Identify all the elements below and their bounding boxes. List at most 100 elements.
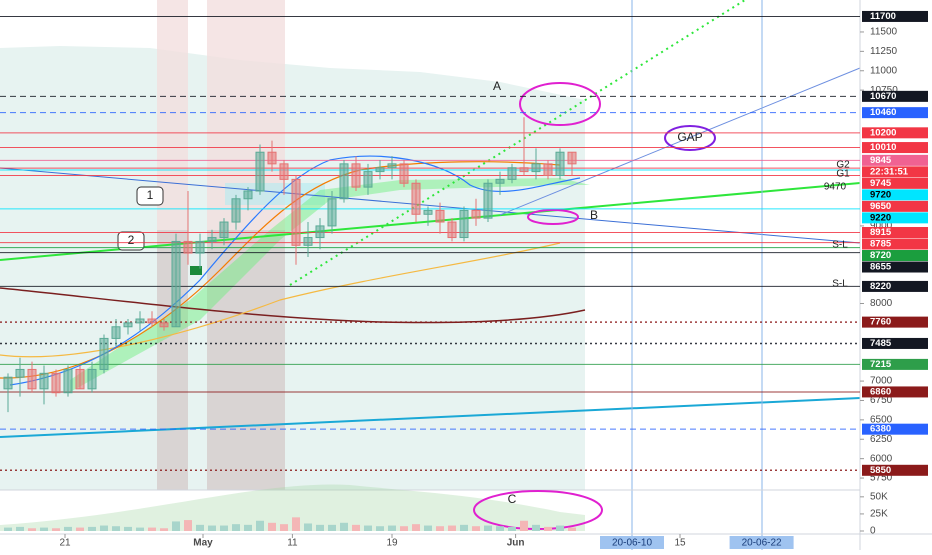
y-tick-label: 7000	[870, 376, 893, 387]
volume-tick-label: 25K	[870, 509, 888, 520]
candle-body	[147, 318, 157, 324]
date-marker-box	[600, 536, 664, 549]
volume-bar	[472, 526, 480, 531]
price-label: 9845	[870, 155, 892, 166]
price-label-box	[862, 227, 928, 239]
y-tick-label: 6500	[870, 415, 893, 426]
price-label: 10460	[870, 107, 896, 118]
volume-bar	[280, 524, 288, 531]
volume-bar	[304, 523, 312, 531]
price-label: 8720	[870, 250, 891, 261]
annotation: C	[508, 492, 517, 506]
price-label-box	[862, 337, 928, 349]
volume-bar	[412, 524, 420, 531]
candle-body	[363, 171, 373, 188]
volume-bar	[124, 526, 132, 531]
y-tick-label: 5750	[870, 473, 893, 484]
annotation: G2	[836, 160, 850, 171]
volume-bar	[484, 525, 492, 531]
annotation: GAP	[677, 130, 702, 144]
volume-bar	[496, 526, 504, 531]
volume-bar	[520, 520, 528, 531]
y-tick-label: 8000	[870, 298, 893, 309]
volume-bar	[376, 526, 384, 531]
x-tick-label: Jun	[507, 538, 525, 549]
volume-bar	[544, 526, 552, 531]
x-tick-label: 11	[287, 538, 298, 549]
marks	[0, 15, 864, 538]
price-label: 10010	[870, 142, 896, 153]
highlight-ellipse	[519, 82, 601, 126]
y-tick-label: 6250	[870, 434, 893, 445]
price-label-box	[862, 464, 928, 476]
x-tick-label: 21	[59, 538, 71, 549]
price-label: 7485	[870, 338, 892, 349]
volume-ma	[0, 484, 585, 531]
price-label: 9720	[870, 189, 891, 200]
price-label-box	[862, 280, 928, 292]
candle-body	[483, 182, 493, 219]
date-marker-label: 20-06-22	[742, 538, 782, 549]
price-label: 9745	[870, 178, 892, 189]
price-label: 11700	[870, 11, 896, 22]
volume-bar	[364, 525, 372, 531]
candle-body	[231, 198, 241, 223]
candle-body	[171, 240, 181, 328]
volume-bar	[232, 524, 240, 531]
candle-body	[291, 178, 301, 246]
volume-bar	[292, 517, 300, 531]
price-label-box	[862, 261, 928, 273]
x-tick-label: 19	[386, 538, 398, 549]
candle-body	[327, 198, 337, 227]
price-label: 8655	[870, 262, 892, 273]
volume-bar	[28, 528, 36, 531]
candle-body	[543, 163, 553, 176]
price-label: 8785	[870, 239, 892, 250]
annotation: 9470	[824, 182, 847, 193]
price-label: 9220	[870, 212, 891, 223]
candle-body	[3, 376, 13, 390]
y-tick-label: 10750	[870, 85, 898, 96]
volume-bar	[220, 525, 228, 531]
candle-body	[255, 151, 265, 192]
price-label-box	[862, 189, 928, 201]
trendline	[0, 397, 861, 438]
price-label-box	[862, 212, 928, 224]
volume-bar	[196, 524, 204, 531]
candle-body	[243, 190, 253, 200]
volume-bar	[184, 520, 192, 531]
volume-bar	[388, 525, 396, 531]
volume-bar	[508, 526, 516, 531]
volume-bar	[436, 526, 444, 531]
volume-bar	[268, 522, 276, 531]
candle-body	[75, 368, 85, 390]
price-label: 6380	[870, 424, 891, 435]
candle-body	[159, 322, 169, 328]
moving-average	[0, 242, 561, 358]
volume-bar	[148, 527, 156, 531]
highlight-ellipse	[664, 125, 716, 151]
volume-bar	[4, 527, 12, 531]
price-label-box	[862, 107, 928, 119]
candle-body	[267, 151, 277, 165]
moving-average	[0, 287, 586, 324]
candle-body	[27, 368, 37, 390]
countdown: 22:31:51	[870, 166, 909, 177]
volume-bar	[100, 525, 108, 531]
annotation: 1	[147, 188, 154, 202]
candle-body	[339, 163, 349, 200]
price-label: 7215	[870, 359, 892, 370]
volume-bar	[40, 527, 48, 531]
volume-bar	[172, 521, 180, 531]
y-tick-label: 11500	[870, 27, 898, 38]
y-tick-label: 11000	[870, 65, 898, 76]
volume-bar	[64, 526, 72, 531]
candle-body	[411, 182, 421, 215]
annotation: S-L	[832, 240, 848, 251]
price-label-box	[862, 423, 928, 435]
candle-body	[279, 163, 289, 180]
labels: 5750600062506500675070008000900010750110…	[59, 10, 928, 549]
candle-body	[507, 167, 517, 180]
price-label-box	[862, 127, 928, 139]
price-label: 5850	[870, 465, 891, 476]
